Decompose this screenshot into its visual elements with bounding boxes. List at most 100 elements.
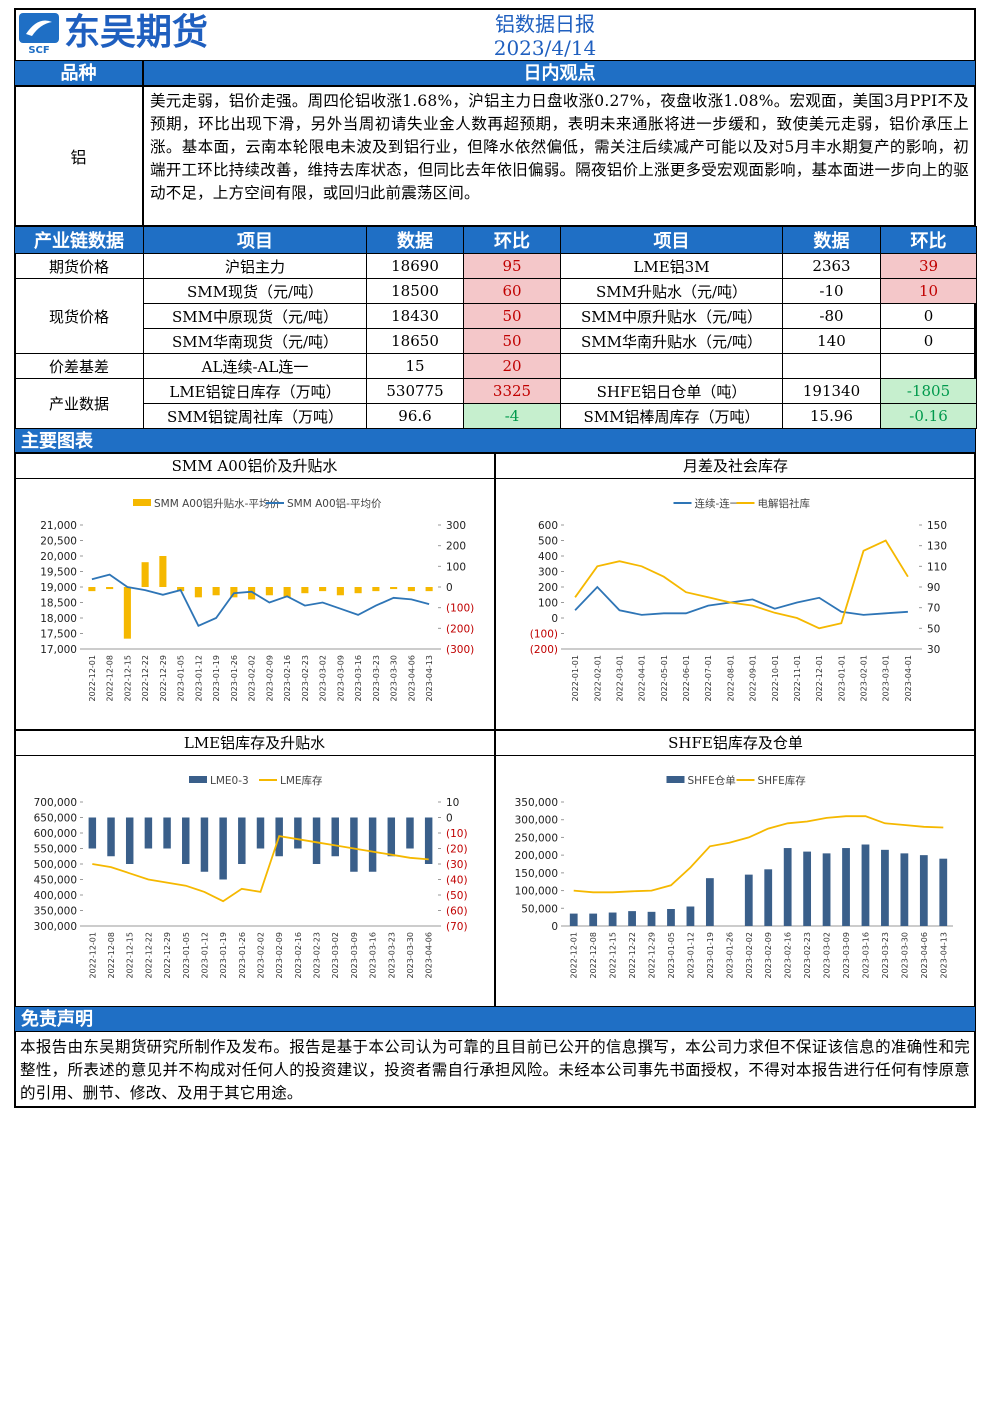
y-tick-label: 110 (927, 561, 947, 573)
bar (764, 869, 773, 926)
bar (194, 587, 202, 598)
change-cell: 95 (463, 253, 561, 279)
bar (238, 817, 246, 864)
x-tick-label: 2023-03-16 (861, 932, 870, 979)
y-tick-label: (10) (446, 828, 468, 840)
bar (939, 858, 948, 926)
x-tick-label: 2022-07-01 (704, 655, 713, 702)
x-tick-label: 2023-04-01 (904, 655, 913, 702)
col-header: 日内观点 (143, 60, 976, 86)
y-tick-label: 20,500 (40, 536, 77, 548)
change-cell: 0 (880, 303, 977, 329)
x-tick-label: 2022-08-01 (726, 655, 735, 702)
x-tick-label: 2023-03-23 (881, 932, 890, 979)
cell: 191340 (782, 378, 881, 404)
bar (589, 913, 598, 926)
group-cell: 产业数据 (14, 378, 144, 429)
change-cell: -4 (463, 403, 561, 429)
bar (803, 851, 812, 926)
cell: 15 (366, 353, 464, 379)
y-tick-label: (50) (446, 890, 468, 902)
legend-swatch (666, 776, 685, 783)
x-tick-label: 2023-03-16 (369, 932, 378, 979)
y-tick-label: 150,000 (515, 868, 558, 880)
header-cell: 数据 (782, 226, 881, 254)
x-tick-label: 2023-02-16 (784, 932, 793, 979)
cell: SMM中原现货（元/吨） (143, 303, 367, 329)
bar (744, 874, 753, 926)
y-tick-label: 90 (927, 582, 940, 594)
cell: SMM铝锭周社库（万吨） (143, 403, 367, 429)
bar (312, 817, 321, 864)
legend-label: 电解铝社库 (758, 497, 811, 510)
x-tick-label: 2023-03-23 (387, 932, 396, 979)
x-tick-label: 2022-12-22 (628, 932, 637, 979)
y-tick-label: 200 (446, 541, 466, 553)
y-tick-label: 350,000 (34, 906, 77, 918)
y-tick-label: (40) (446, 875, 468, 887)
x-tick-label: 2023-03-09 (350, 932, 359, 979)
legend-label: LME库存 (280, 774, 323, 787)
y-tick-label: 17,000 (40, 644, 77, 656)
chart-box: LME铝库存及升贴水 LME0-3 LME库存 300,000 350,000 400,0… (14, 730, 495, 1007)
y-tick-label: (300) (446, 644, 474, 656)
chart-title: SHFE铝库存及仓单 (496, 731, 975, 756)
y-tick-label: 18,500 (40, 598, 77, 610)
y-tick-label: 18,000 (40, 613, 77, 625)
bar (354, 587, 362, 594)
x-tick-label: 2023-03-02 (319, 655, 328, 702)
x-tick-label: 2023-01-19 (706, 932, 715, 979)
cell: 18690 (366, 253, 464, 279)
cell: 18650 (366, 328, 464, 354)
chart-box: SMM A00铝价及升贴水 SMM A00铝升贴水-平均价 SMM A00铝-平均价… (14, 453, 495, 730)
x-tick-label: 2023-01-05 (182, 932, 191, 979)
section-header: 免责声明 (14, 1006, 976, 1032)
line (92, 835, 429, 903)
y-tick-label: 21,000 (40, 520, 77, 532)
cell: 96.6 (366, 403, 464, 429)
report-title: 铝数据日报 (495, 12, 595, 36)
chart: SMM A00铝升贴水-平均价 SMM A00铝-平均价 17,000 17,500 1… (40, 497, 474, 702)
y-tick-label: (200) (530, 644, 558, 656)
data-table: 产业链数据 项目 数据 环比 项目 数据 环比 期货价格 沪铝主力 18690 95 LME铝3M 23… (14, 226, 977, 429)
cell: SMM中原升贴水（元/吨） (560, 303, 783, 329)
x-tick-label: 2023-01-12 (686, 932, 695, 979)
bar (331, 817, 339, 857)
x-tick-label: 2023-03-09 (842, 932, 851, 979)
x-tick-label: 2022-02-01 (593, 655, 602, 702)
bar (219, 817, 227, 880)
group-cell: 期货价格 (14, 253, 144, 279)
cell: 2363 (782, 253, 881, 279)
line (573, 815, 944, 894)
cell: 18430 (366, 303, 464, 329)
bar (163, 817, 171, 849)
row: 价差基差 AL连续-AL连一 15 20 (14, 353, 977, 379)
group-cell: 现货价格 (14, 278, 144, 354)
bar (372, 587, 380, 592)
line (91, 573, 430, 627)
chart-title: 月差及社会库存 (496, 454, 975, 479)
x-tick-label: 2022-03-01 (615, 655, 624, 702)
bar (212, 587, 220, 596)
y-tick-label: 200 (538, 582, 558, 594)
x-tick-label: 2023-03-02 (331, 932, 340, 979)
cell: SMM华南现货（元/吨） (143, 328, 367, 354)
y-tick-label: 400 (538, 551, 558, 563)
group-cell: 价差基差 (14, 353, 144, 379)
line (574, 585, 908, 616)
x-tick-label: 2023-03-02 (823, 932, 832, 979)
x-tick-label: 2023-03-30 (390, 655, 399, 702)
x-tick-label: 2023-01-26 (725, 932, 734, 979)
bar (628, 911, 636, 926)
x-tick-label: 2023-02-09 (764, 932, 773, 979)
cell: SHFE铝日仓单（吨） (560, 378, 783, 404)
bar (569, 913, 578, 926)
y-tick-label: 450,000 (34, 875, 77, 887)
y-tick-label: 50 (927, 623, 940, 635)
y-tick-label: 19,500 (40, 567, 77, 579)
y-tick-label: 17,500 (40, 629, 77, 641)
x-tick-label: 2022-12-08 (107, 932, 116, 979)
x-tick-label: 2023-03-09 (336, 655, 345, 702)
bar (256, 817, 265, 849)
y-tick-label: 600 (538, 520, 558, 532)
